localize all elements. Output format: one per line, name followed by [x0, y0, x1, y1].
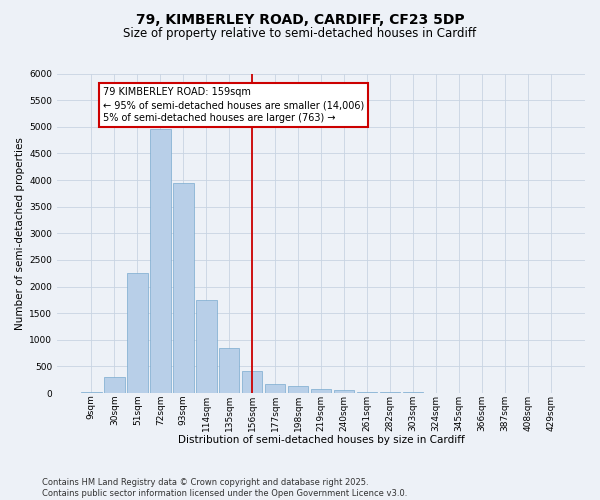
- Text: Contains HM Land Registry data © Crown copyright and database right 2025.
Contai: Contains HM Land Registry data © Crown c…: [42, 478, 407, 498]
- Bar: [311, 389, 331, 393]
- Bar: [127, 273, 148, 393]
- Bar: [104, 377, 125, 393]
- Bar: [219, 348, 239, 393]
- Bar: [380, 392, 400, 393]
- Text: Size of property relative to semi-detached houses in Cardiff: Size of property relative to semi-detach…: [124, 28, 476, 40]
- Bar: [196, 300, 217, 393]
- Bar: [242, 370, 262, 393]
- Bar: [334, 390, 355, 393]
- X-axis label: Distribution of semi-detached houses by size in Cardiff: Distribution of semi-detached houses by …: [178, 435, 464, 445]
- Bar: [81, 392, 101, 393]
- Bar: [150, 130, 170, 393]
- Bar: [173, 182, 194, 393]
- Text: 79, KIMBERLEY ROAD, CARDIFF, CF23 5DP: 79, KIMBERLEY ROAD, CARDIFF, CF23 5DP: [136, 12, 464, 26]
- Bar: [356, 392, 377, 393]
- Y-axis label: Number of semi-detached properties: Number of semi-detached properties: [15, 137, 25, 330]
- Bar: [288, 386, 308, 393]
- Bar: [403, 392, 423, 393]
- Bar: [265, 384, 286, 393]
- Text: 79 KIMBERLEY ROAD: 159sqm
← 95% of semi-detached houses are smaller (14,006)
5% : 79 KIMBERLEY ROAD: 159sqm ← 95% of semi-…: [103, 87, 364, 123]
